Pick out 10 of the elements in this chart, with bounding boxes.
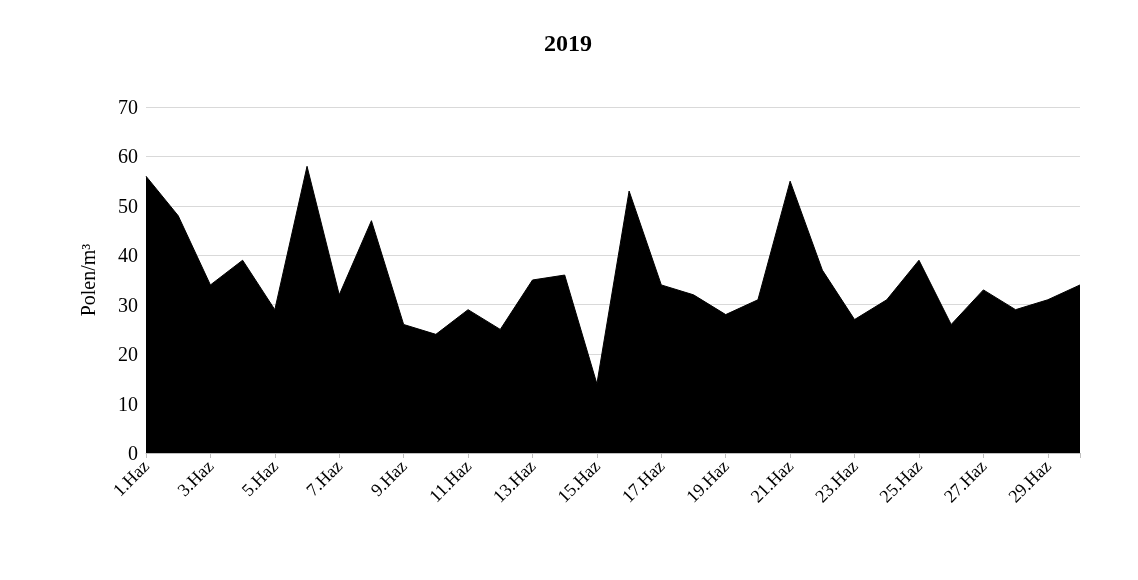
y-tick-label: 0 (128, 442, 138, 464)
y-tick-label: 50 (118, 194, 138, 217)
y-tick-label: 60 (118, 145, 138, 168)
y-tick-label: 40 (118, 244, 138, 267)
y-tick-label: 20 (118, 343, 138, 366)
y-tick-label: 10 (118, 392, 138, 415)
y-tick-label: 70 (118, 96, 138, 118)
y-tick-label: 30 (118, 293, 138, 316)
chart-title: 2019 (544, 30, 592, 56)
y-axis-title: Polen/m³ (77, 243, 99, 317)
